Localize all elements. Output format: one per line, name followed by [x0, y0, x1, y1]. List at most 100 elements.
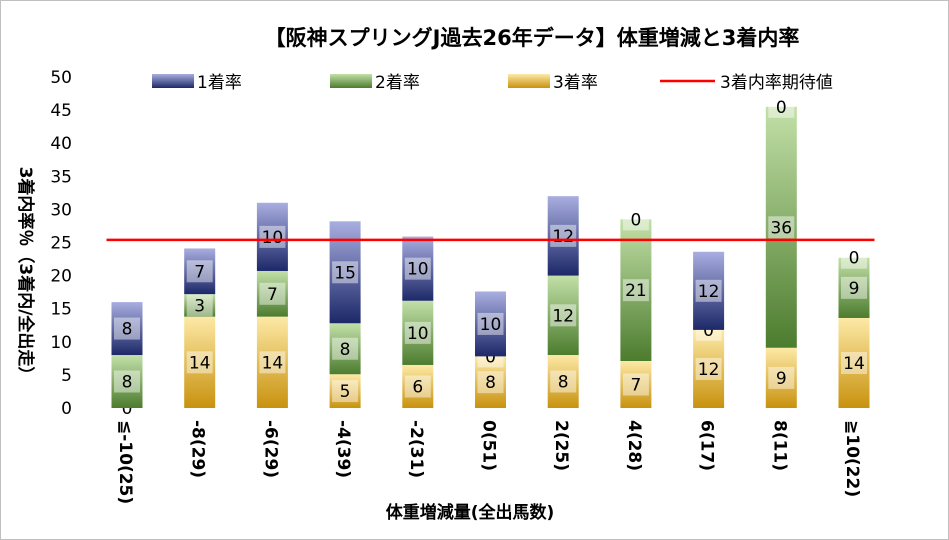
data-label: 10: [262, 228, 284, 248]
data-label: 3: [194, 296, 205, 316]
data-label-box: [332, 261, 359, 284]
y-tick-label: 10: [50, 333, 72, 353]
data-label-box: [841, 276, 867, 299]
bar-segment: [402, 300, 434, 365]
data-label-box: [114, 370, 140, 393]
bar-segment: [256, 270, 288, 317]
data-label: 36: [770, 218, 792, 238]
y-tick-label: 20: [50, 267, 72, 287]
data-label: 12: [698, 360, 720, 380]
data-label: 10: [480, 315, 502, 335]
bar-segment: [765, 106, 797, 348]
data-label: 5: [340, 382, 351, 402]
chart-title: 【阪神スプリングJ過去26年データ】体重増減と3着内率: [265, 26, 800, 50]
bar-segment: [693, 329, 725, 408]
data-label: 8: [122, 320, 133, 340]
y-tick-label: 30: [50, 200, 72, 220]
data-label: 0: [703, 321, 714, 341]
bar-segment: [111, 302, 143, 356]
data-label: 14: [189, 353, 211, 373]
data-label-box: [768, 95, 795, 118]
data-label: 12: [552, 227, 574, 247]
data-label: 8: [558, 373, 569, 393]
data-label-box: [477, 312, 504, 335]
data-label-box: [768, 216, 795, 239]
bar-segment: [329, 221, 361, 324]
data-label-box: [622, 208, 649, 231]
bar-segment: [184, 316, 216, 408]
legend-swatch: [152, 74, 194, 88]
data-label: 12: [698, 282, 720, 302]
x-axis-label: 体重増減量(全出馬数): [386, 502, 555, 523]
bar-segment: [838, 257, 870, 318]
y-tick-label: 45: [50, 101, 72, 121]
data-label-box: [186, 294, 213, 317]
data-label: 0: [630, 210, 641, 230]
data-label: 10: [407, 260, 429, 280]
bar-segment: [184, 294, 216, 317]
data-label: 7: [267, 285, 278, 305]
bar-segment: [693, 251, 725, 330]
data-label: 14: [843, 354, 865, 374]
data-label-box: [259, 351, 286, 374]
bar-segment: [620, 360, 652, 408]
x-tick-label: -4(39): [333, 420, 353, 478]
legend-label: 1着率: [197, 73, 242, 93]
x-tick-label: -6(29): [260, 420, 280, 478]
bar-segment: [620, 219, 652, 361]
x-tick-label: 6(17): [697, 420, 717, 471]
bar-segment: [475, 291, 506, 357]
x-tick-label: -2(31): [406, 420, 426, 478]
x-tick-label: 8(11): [769, 420, 789, 471]
x-tick-label: 2(25): [551, 420, 571, 471]
data-label-box: [186, 351, 213, 374]
legend-label: 3着率: [553, 73, 598, 93]
legend-label: 3着内率期待値: [720, 73, 833, 93]
data-label: 8: [122, 373, 133, 393]
data-label: 0: [849, 249, 860, 269]
data-label: 21: [625, 281, 647, 301]
data-label-box: [695, 357, 722, 380]
y-tick-label: 35: [50, 167, 72, 187]
data-label-box: [404, 375, 431, 398]
y-tick-label: 15: [50, 300, 72, 320]
x-tick-label: 4(28): [624, 420, 644, 471]
bar-segment: [547, 275, 579, 356]
data-label: 9: [776, 369, 787, 389]
y-tick-label: 25: [50, 234, 72, 254]
data-label-box: [186, 260, 213, 283]
data-label-box: [404, 321, 431, 344]
data-label-box: [768, 366, 795, 389]
x-tick-label: ≦-10(25): [115, 420, 135, 504]
x-axis: ≦-10(25) -8(29) -6(29) -4(39) -2(31) 0(51) 2(2…: [115, 420, 862, 504]
bar-segment: [475, 356, 506, 408]
bar-segment: [256, 316, 288, 408]
data-label-box: [550, 304, 577, 327]
data-label-box: [841, 351, 867, 374]
data-label: 10: [407, 324, 429, 344]
data-label: 8: [340, 340, 351, 360]
data-label-box: [259, 225, 286, 248]
y-tick-label: 5: [61, 366, 72, 386]
data-label-box: [114, 317, 140, 340]
data-label-box: [332, 380, 359, 403]
data-label-box: [404, 257, 431, 280]
x-tick-label: 0(51): [479, 420, 499, 471]
y-tick-label: 50: [50, 68, 72, 88]
data-label: 7: [630, 375, 641, 395]
y-axis-label: 3着内率％（3着内/全出走）: [15, 167, 36, 384]
legend: 1着率 2着率 3着率 3着内率期待値: [152, 73, 833, 93]
legend-swatch: [508, 74, 550, 88]
data-label-box: [550, 224, 577, 247]
bar-segment: [329, 323, 361, 375]
data-label: 8: [485, 373, 496, 393]
data-label-box: [841, 246, 867, 269]
x-tick-label: -8(29): [188, 420, 208, 478]
bar-segment: [402, 236, 434, 301]
legend-label: 2着率: [375, 73, 420, 93]
data-label: 9: [849, 279, 860, 299]
data-label: 0: [485, 347, 496, 367]
data-label: 12: [552, 306, 574, 326]
bar-segment: [111, 355, 143, 408]
